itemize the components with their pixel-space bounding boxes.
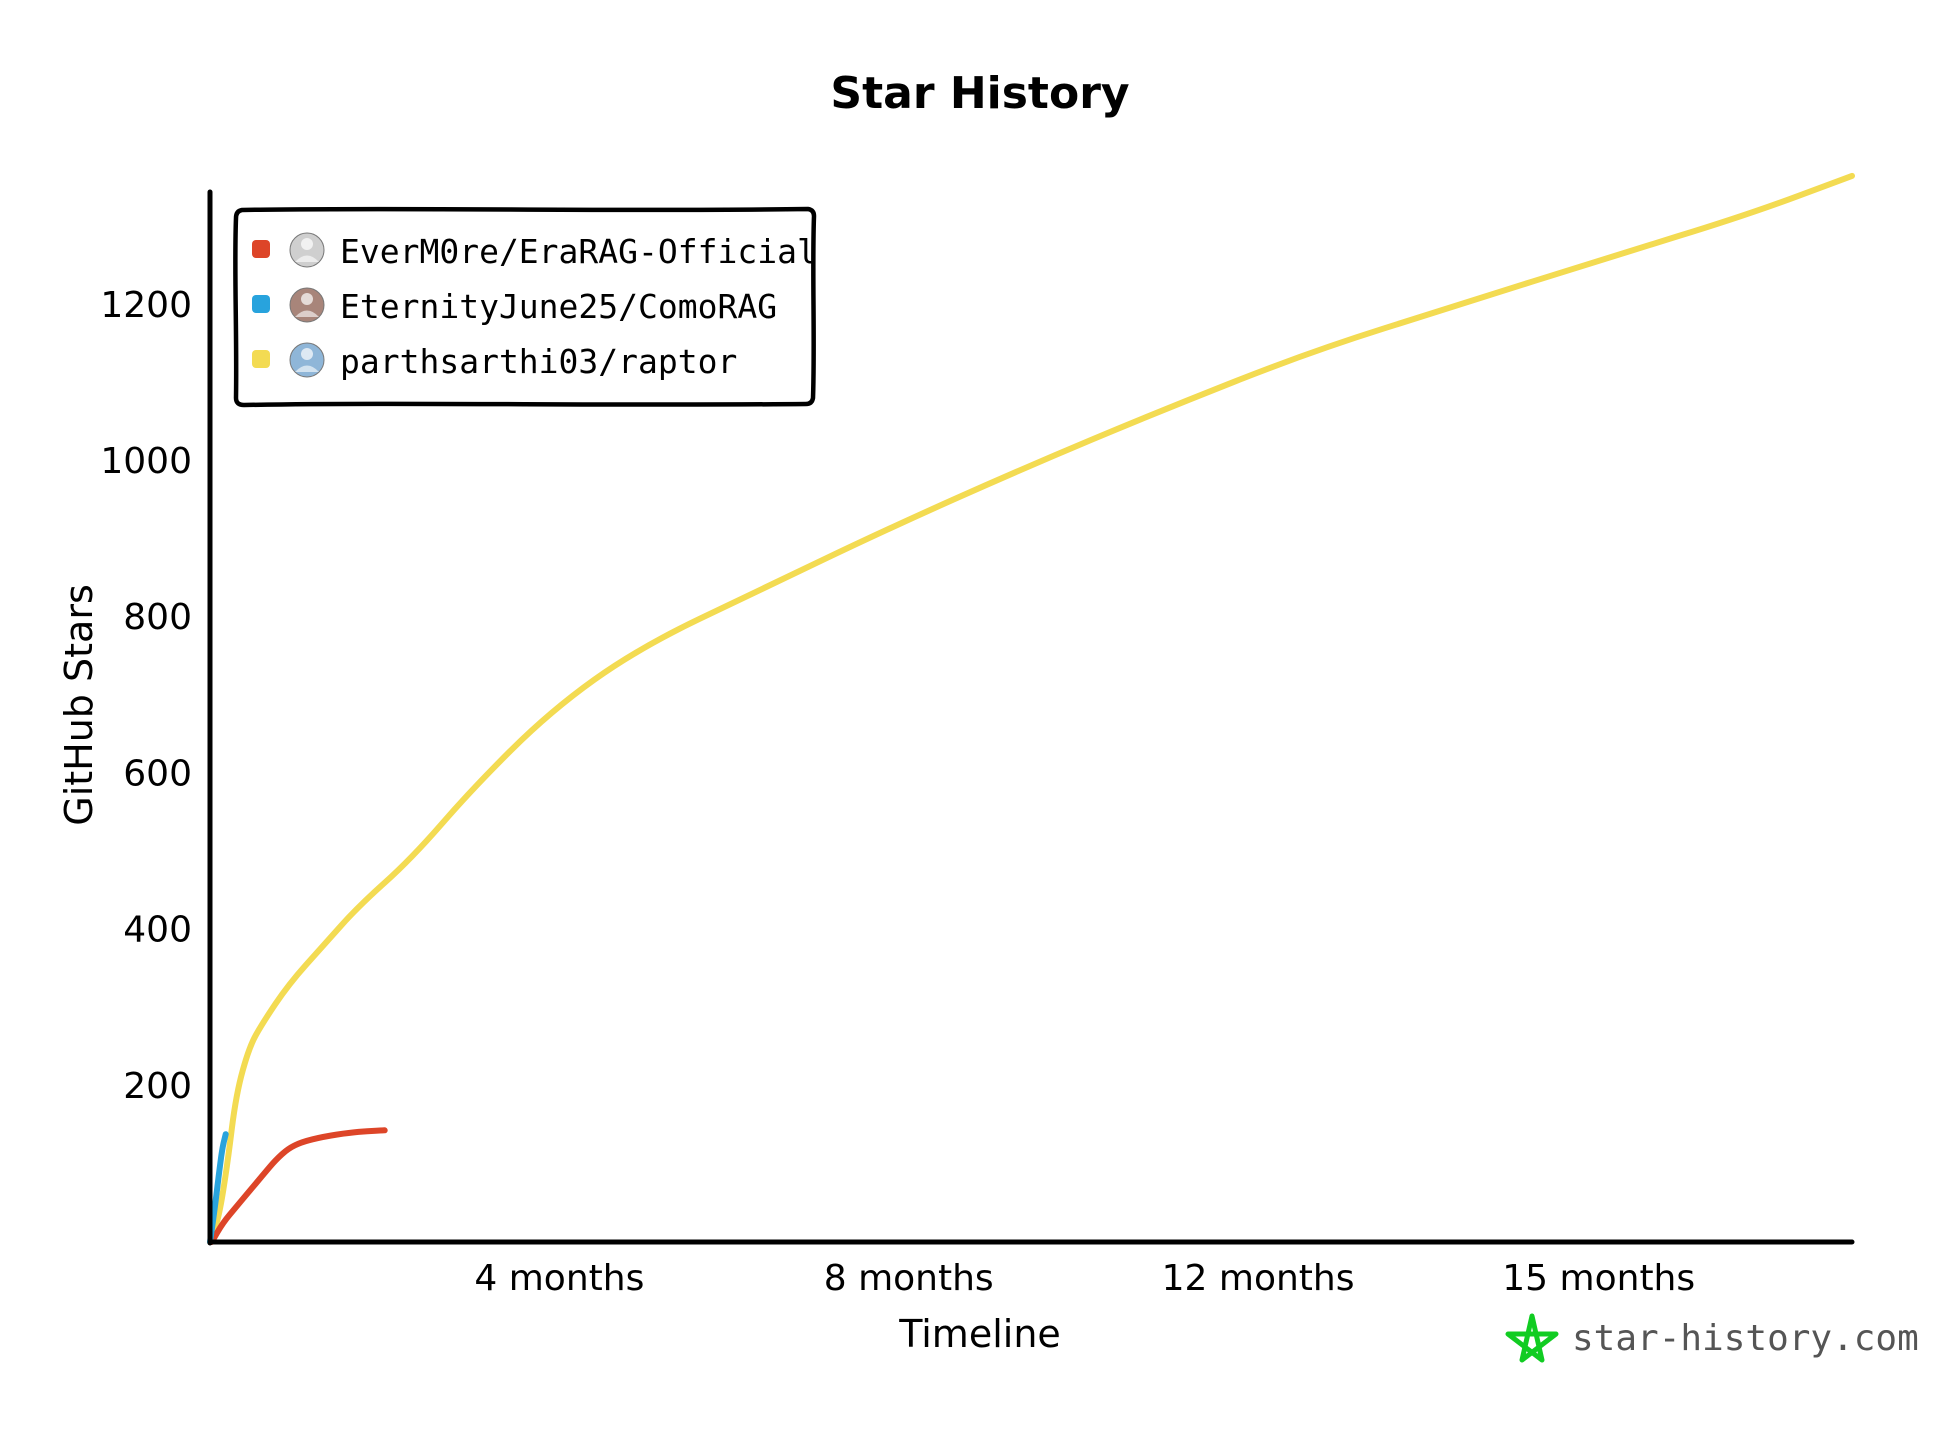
y-tick-label: 400 <box>123 910 192 951</box>
legend-frame <box>233 206 817 408</box>
legend-label: EverM0re/EraRAG-Official <box>340 232 817 271</box>
series-line-1 <box>208 1127 388 1245</box>
watermark-text: star-history.com <box>1572 1318 1919 1359</box>
y-tick-label: 800 <box>123 597 192 638</box>
star-history-logo-icon <box>1505 1313 1559 1363</box>
wolf-avatar-icon <box>289 232 325 268</box>
watermark: star-history.com <box>1505 1313 1919 1363</box>
legend-label: EternityJune25/ComoRAG <box>340 287 777 326</box>
legend-swatch <box>252 295 270 313</box>
x-tick-label: 8 months <box>824 1258 994 1299</box>
legend-swatch <box>252 240 270 258</box>
y-axis-title: GitHub Stars <box>57 584 101 826</box>
y-tick-label: 1000 <box>100 441 192 482</box>
legend: EverM0re/EraRAG-Official EternityJune25/C… <box>233 206 817 408</box>
x-tick-label: 12 months <box>1162 1258 1355 1299</box>
x-tick-label: 4 months <box>474 1258 644 1299</box>
series-line-3 <box>207 172 1855 1245</box>
legend-item: EverM0re/EraRAG-Official <box>252 232 817 271</box>
landscape-avatar-icon <box>289 342 325 378</box>
y-axis-line <box>206 189 214 1246</box>
chart-title: Star History <box>830 68 1129 119</box>
y-tick-label: 600 <box>123 753 192 794</box>
x-tick-label: 15 months <box>1502 1258 1695 1299</box>
legend-items: EverM0re/EraRAG-Official EternityJune25/C… <box>252 232 817 381</box>
y-tick-label: 1200 <box>100 285 192 326</box>
legend-label: parthsarthi03/raptor <box>340 342 737 381</box>
y-tick-label: 200 <box>123 1066 192 1107</box>
legend-item: EternityJune25/ComoRAG <box>252 287 777 326</box>
x-axis-title: Timeline <box>898 1312 1061 1356</box>
x-axis-ticks: 4 months 8 months 12 months 15 months <box>474 1258 1695 1299</box>
legend-swatch <box>252 350 270 368</box>
legend-item: parthsarthi03/raptor <box>252 342 737 381</box>
y-axis-ticks: 200 400 600 800 1000 1200 <box>100 285 192 1107</box>
x-axis-line <box>207 1238 1855 1246</box>
plot-area: 200 400 600 800 1000 1200 4 months 8 months 12 … <box>100 172 1855 1299</box>
person-avatar-icon <box>289 287 325 323</box>
